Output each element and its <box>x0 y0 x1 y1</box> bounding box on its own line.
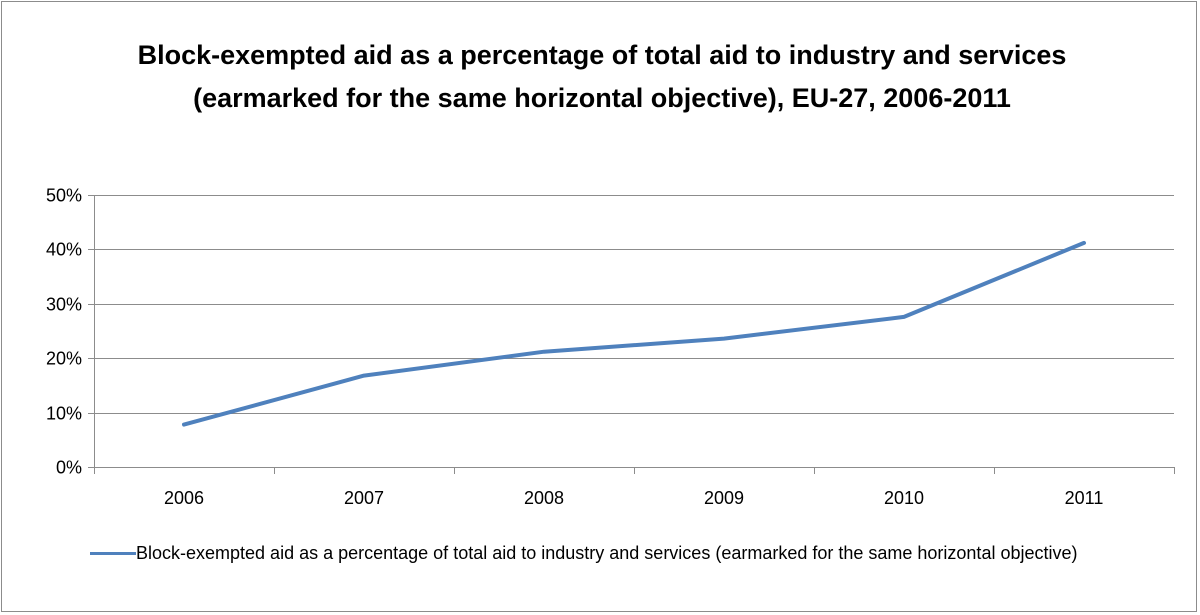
x-tick-label: 2007 <box>344 488 384 508</box>
chart-title: Block-exempted aid as a percentage of to… <box>137 40 1067 113</box>
x-tick-label: 2011 <box>1065 488 1104 508</box>
legend-label: Block-exempted aid as a percentage of to… <box>136 543 1078 563</box>
y-tick-label: 20% <box>46 349 82 369</box>
x-tick-label: 2008 <box>524 488 564 508</box>
x-tick-label: 2006 <box>164 488 204 508</box>
grid-lines <box>94 195 1174 414</box>
tick-labels: 0% 10% 20% 30% 40% 50% 2006 2007 2008 2009 2010 201… <box>46 186 1103 509</box>
x-tick-label: 2009 <box>704 488 744 508</box>
legend-swatch <box>90 552 136 555</box>
y-tick-label: 10% <box>46 404 82 424</box>
series-line <box>182 240 1086 427</box>
x-tick-label: 2010 <box>884 488 924 508</box>
y-tick-label: 50% <box>46 186 82 206</box>
y-tick-label: 0% <box>56 458 82 478</box>
y-tick-label: 30% <box>46 295 82 315</box>
legend: Block-exempted aid as a percentage of to… <box>90 540 1160 567</box>
y-tick-label: 40% <box>46 240 82 260</box>
axes <box>88 195 1175 474</box>
series-layer <box>182 240 1086 427</box>
